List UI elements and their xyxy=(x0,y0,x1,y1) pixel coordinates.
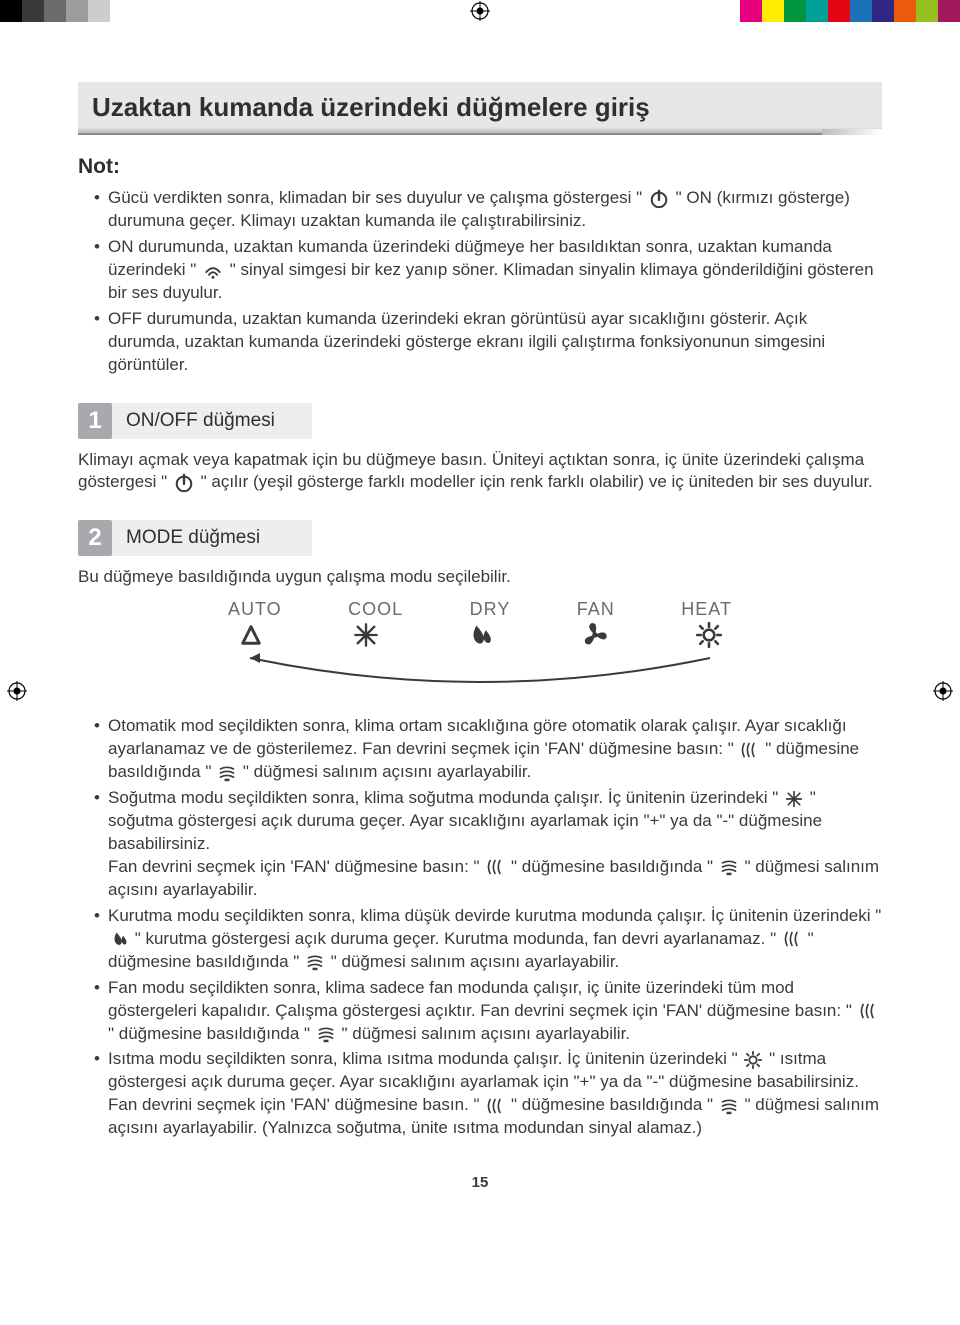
mode-bullet-item: Kurutma modu seçildikten sonra, klima dü… xyxy=(94,905,882,974)
cool-icon xyxy=(785,790,803,808)
power-icon xyxy=(649,189,669,209)
section-title-bar: Uzaktan kumanda üzerindeki düğmelere gir… xyxy=(78,82,882,135)
swingh-icon xyxy=(720,858,738,876)
power-icon xyxy=(174,473,194,493)
swingh-icon xyxy=(218,764,236,782)
swatch xyxy=(850,0,872,22)
note-heading: Not: xyxy=(78,155,882,179)
swingv-icon xyxy=(486,858,504,876)
section-label: MODE düğmesi xyxy=(112,520,312,556)
dry-icon xyxy=(110,930,128,948)
registration-mark-icon xyxy=(6,680,28,702)
mode-cycle-diagram: AUTO COOL DRY FAN HEAT xyxy=(220,599,740,697)
page-number: 15 xyxy=(78,1174,882,1191)
mode-bullet-item: Fan modu seçildikten sonra, klima sadece… xyxy=(94,977,882,1046)
swatch xyxy=(872,0,894,22)
section-2-heading: 2 MODE düğmesi xyxy=(78,520,882,556)
mode-bullet-item: Soğutma modu seçildikten sonra, klima so… xyxy=(94,787,882,902)
note-item: Gücü verdikten sonra, klimadan bir ses d… xyxy=(94,187,882,233)
note-item: OFF durumunda, uzaktan kumanda üzerindek… xyxy=(94,308,882,377)
swingv-icon xyxy=(740,741,758,759)
mode-label: FAN xyxy=(577,599,615,620)
notes-list: Gücü verdikten sonra, klimadan bir ses d… xyxy=(78,187,882,377)
section-2-text: Bu düğmeye basıldığında uygun çalışma mo… xyxy=(78,566,882,589)
swatch xyxy=(828,0,850,22)
mode-bullet-item: Isıtma modu seçildikten sonra, klima ısı… xyxy=(94,1048,882,1140)
registration-mark-icon xyxy=(469,0,491,22)
mode-bullets: Otomatik mod seçildikten sonra, klima or… xyxy=(78,715,882,1140)
swatch xyxy=(916,0,938,22)
section-1-text: Klimayı açmak veya kapatmak için bu düğm… xyxy=(78,449,882,495)
registration-mark-icon xyxy=(932,680,954,702)
swatch xyxy=(44,0,66,22)
swatch xyxy=(806,0,828,22)
swatch xyxy=(22,0,44,22)
cool-icon xyxy=(353,622,379,648)
swingh-icon xyxy=(720,1097,738,1115)
swatch xyxy=(66,0,88,22)
swatch xyxy=(894,0,916,22)
section-label: ON/OFF düğmesi xyxy=(112,403,312,439)
mode-heat-icon xyxy=(686,622,732,648)
swingh-icon xyxy=(317,1025,335,1043)
mode-arc xyxy=(220,652,740,692)
note-item: ON durumunda, uzaktan kumanda üzerindeki… xyxy=(94,236,882,305)
signal-icon xyxy=(203,260,223,280)
section-1-heading: 1 ON/OFF düğmesi xyxy=(78,403,882,439)
mode-label: AUTO xyxy=(228,599,282,620)
swingv-icon xyxy=(783,930,801,948)
fan-icon xyxy=(582,622,608,648)
mode-label: HEAT xyxy=(681,599,732,620)
swingv-icon xyxy=(486,1097,504,1115)
page-content: Uzaktan kumanda üzerindeki düğmelere gir… xyxy=(0,22,960,1221)
dry-icon xyxy=(467,622,493,648)
mode-cool-icon xyxy=(343,622,389,648)
section-number: 2 xyxy=(78,520,112,556)
heat-icon xyxy=(696,622,722,648)
swatch xyxy=(762,0,784,22)
mode-dry-icon xyxy=(457,622,503,648)
swatch xyxy=(0,0,22,22)
mode-bullet-item: Otomatik mod seçildikten sonra, klima or… xyxy=(94,715,882,784)
print-color-bar xyxy=(0,0,960,22)
swingh-icon xyxy=(306,953,324,971)
section-number: 1 xyxy=(78,403,112,439)
swatch xyxy=(938,0,960,22)
swatch xyxy=(88,0,110,22)
section-title: Uzaktan kumanda üzerindeki düğmelere gir… xyxy=(92,92,868,123)
mode-fan-icon xyxy=(572,622,618,648)
swingv-icon xyxy=(859,1002,877,1020)
swatch xyxy=(784,0,806,22)
mode-auto-icon xyxy=(228,622,274,648)
swatch xyxy=(110,0,132,22)
mode-label: COOL xyxy=(348,599,403,620)
mode-label: DRY xyxy=(470,599,511,620)
heat-icon xyxy=(744,1051,762,1069)
swatch xyxy=(740,0,762,22)
auto-icon xyxy=(238,622,264,648)
